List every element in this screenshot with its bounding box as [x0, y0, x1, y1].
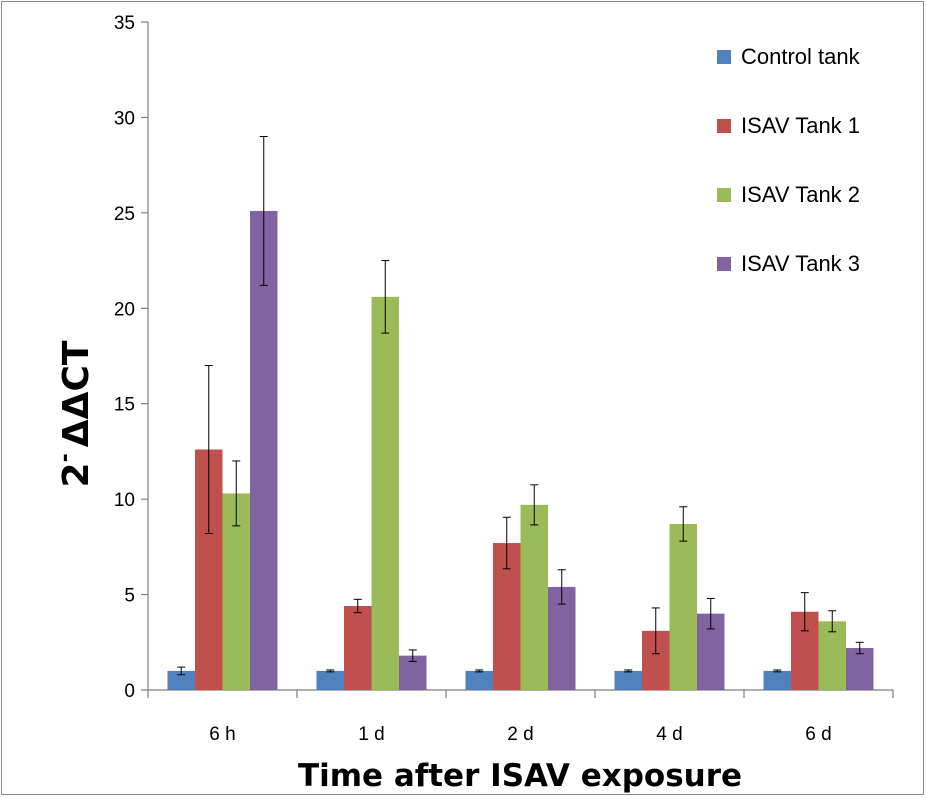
bar: [465, 670, 493, 690]
legend-label: ISAV Tank 3: [741, 251, 860, 276]
bars: [167, 210, 874, 690]
bar: [167, 670, 195, 690]
bar: [669, 523, 697, 690]
y-tick-label: 35: [114, 13, 135, 34]
legend-swatch: [717, 119, 731, 133]
x-tick-label: 6 d: [805, 724, 831, 745]
bar: [763, 670, 791, 690]
y-tick-label: 0: [124, 681, 135, 702]
bar: [316, 670, 344, 690]
y-tick-label: 10: [114, 490, 135, 511]
y-tick-label: 25: [114, 204, 135, 225]
y-axis-label: 2- ΔΔCT: [53, 340, 97, 487]
bar: [614, 670, 642, 690]
bar: [846, 648, 874, 690]
bar: [344, 606, 372, 690]
legend-swatch: [717, 257, 731, 271]
y-tick-label: 20: [114, 299, 135, 320]
y-axis: 0 5 10 15 20 25 30 35: [114, 13, 149, 702]
x-tick-label: 2 d: [507, 724, 533, 745]
error-bars: [177, 136, 864, 676]
bar: [371, 296, 399, 690]
x-tick-label: 6 h: [209, 724, 235, 745]
legend-swatch: [717, 50, 731, 64]
x-axis: 6 h 1 d 2 d 4 d 6 d: [147, 689, 894, 745]
x-tick-label: 1 d: [358, 724, 384, 745]
y-axis-label-sup: -: [53, 453, 78, 462]
legend-label: Control tank: [741, 44, 861, 69]
legend: Control tank ISAV Tank 1 ISAV Tank 2 ISAV T…: [717, 44, 861, 276]
bar: [818, 621, 846, 690]
legend-label: ISAV Tank 1: [741, 113, 860, 138]
bar: [250, 210, 278, 690]
y-tick-label: 30: [114, 108, 135, 129]
x-tick-label: 4 d: [656, 724, 682, 745]
x-axis-label: Time after ISAV exposure: [298, 758, 742, 794]
y-tick-label: 5: [124, 586, 135, 607]
y-axis-label-base: 2: [56, 462, 97, 487]
bar: [520, 504, 548, 690]
y-axis-label-rest: ΔΔCT: [56, 340, 97, 447]
y-tick-label: 15: [114, 395, 135, 416]
legend-swatch: [717, 188, 731, 202]
legend-label: ISAV Tank 2: [741, 182, 860, 207]
